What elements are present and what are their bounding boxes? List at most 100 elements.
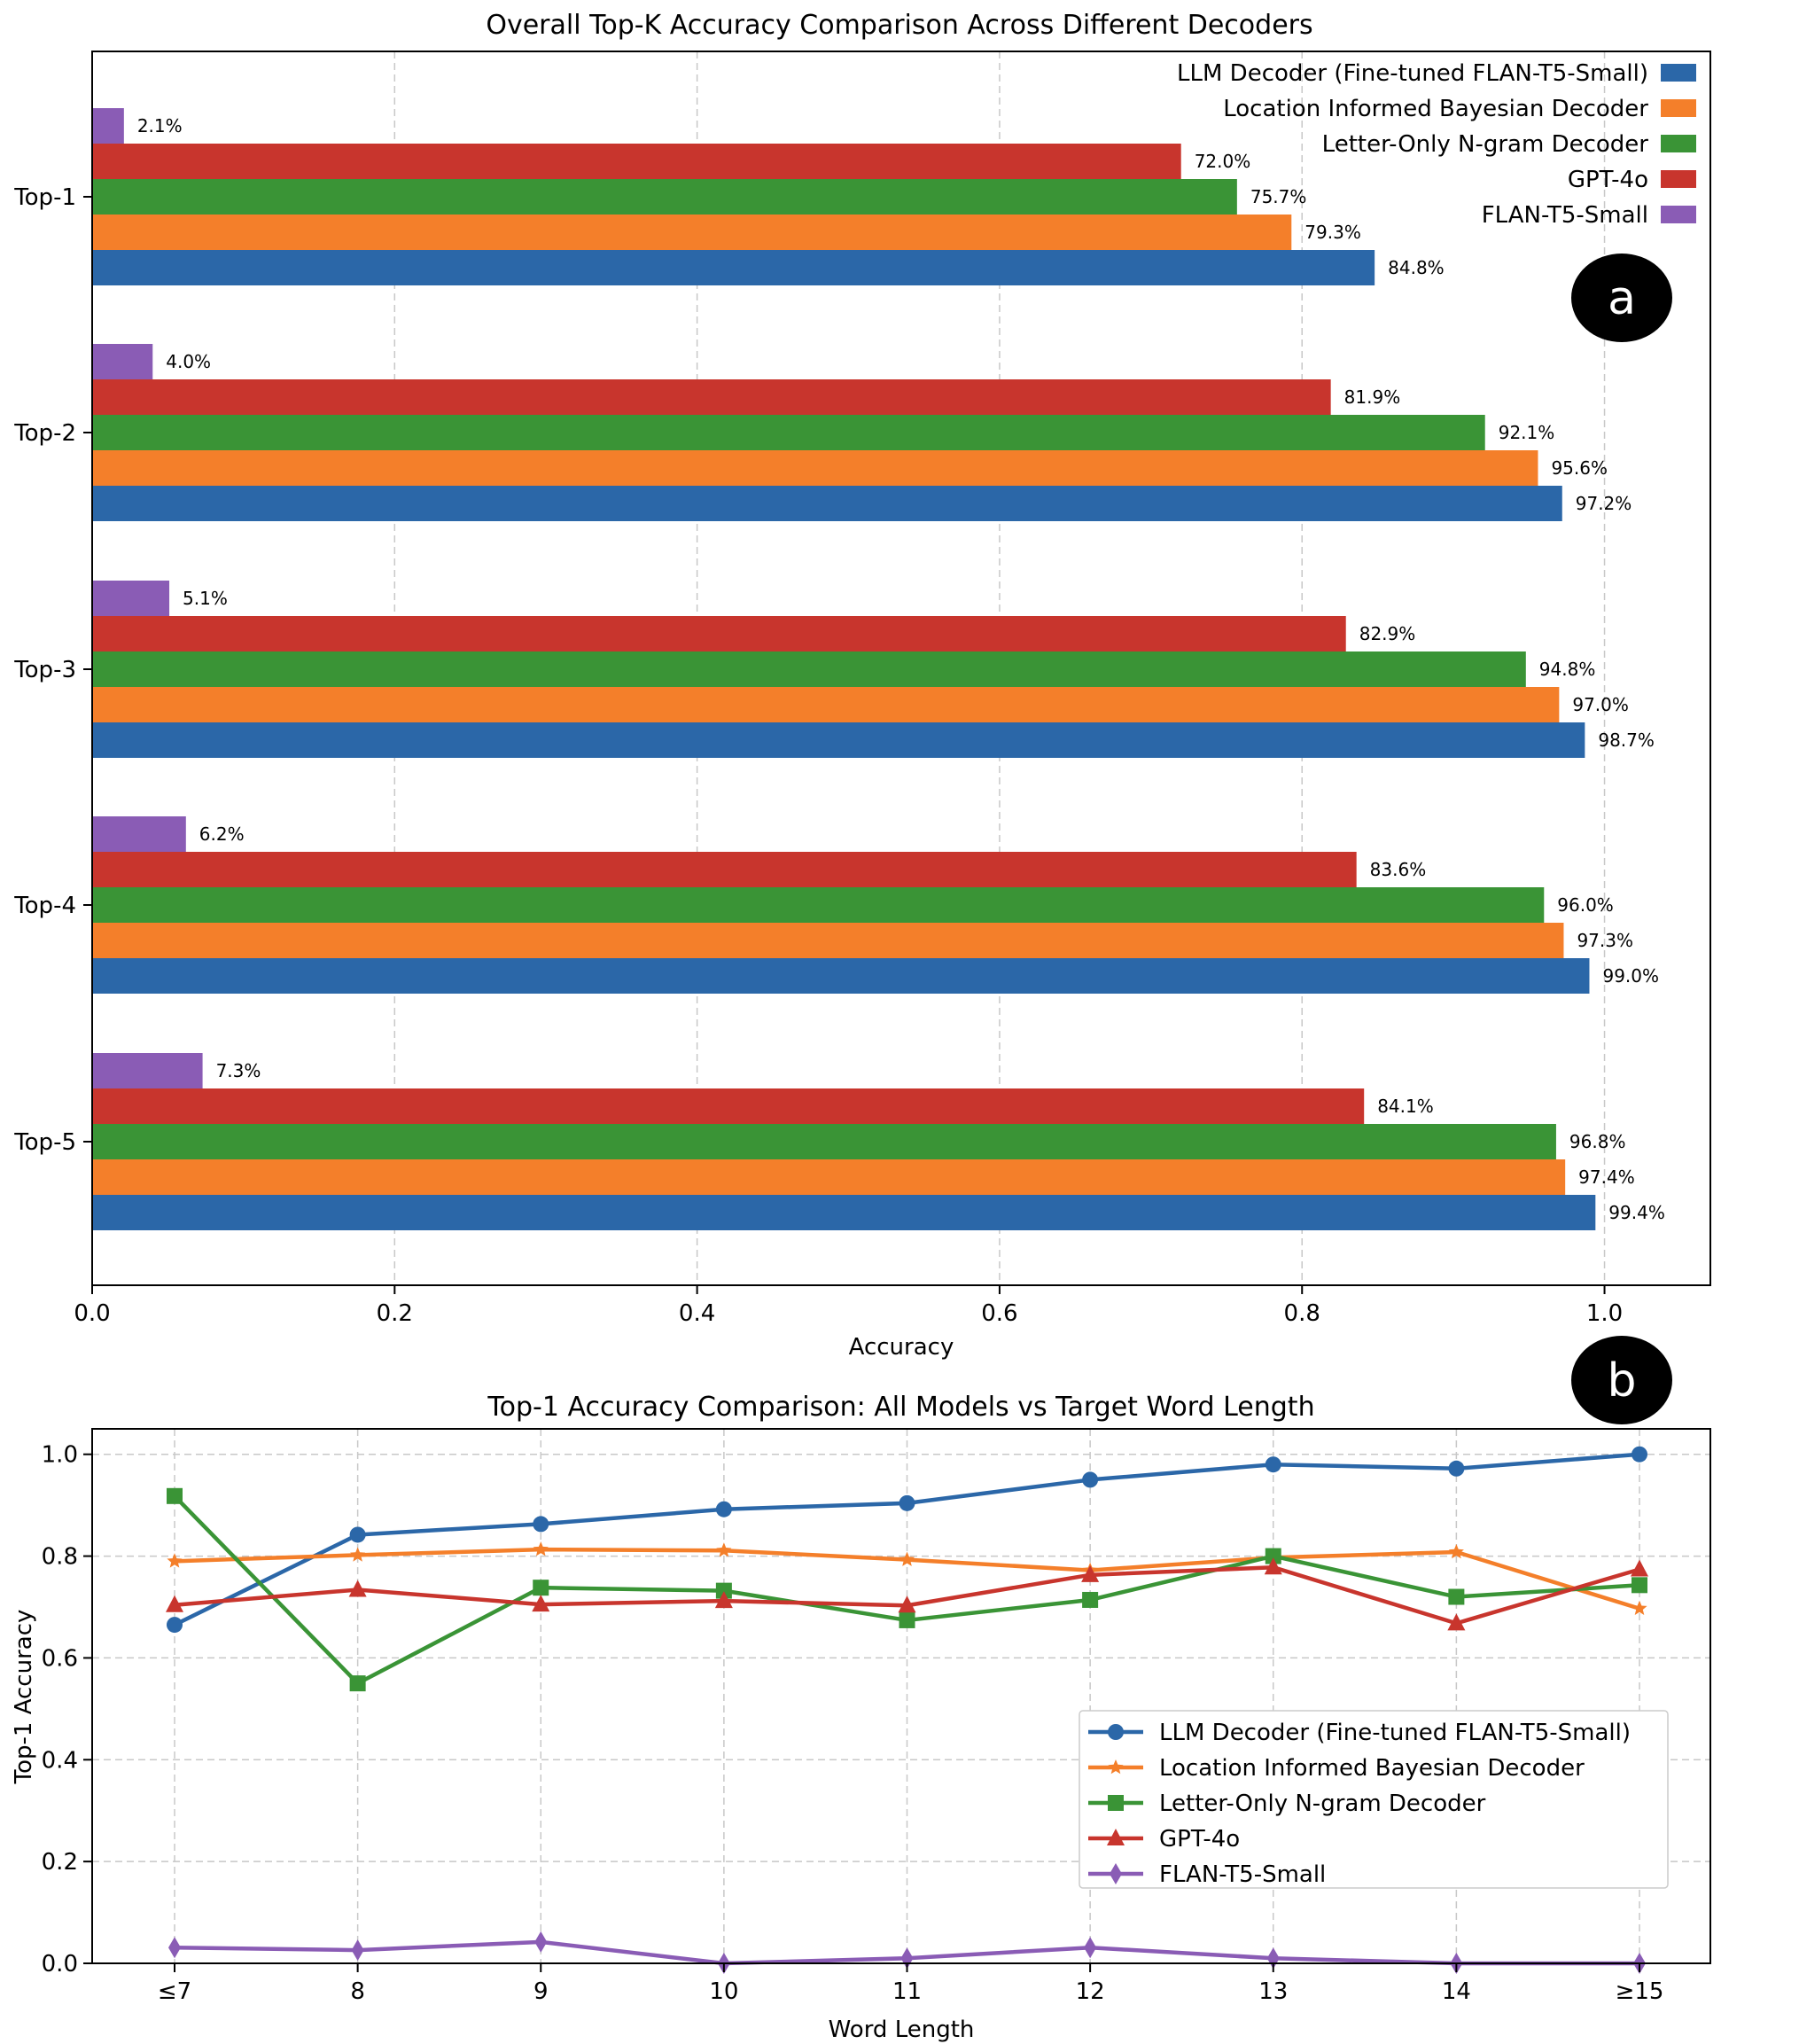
chart-b-x-ticks: ≤7 8 9 10 11 12 13 14 ≥15 bbox=[158, 1963, 1664, 2005]
x-tick-label-10: 10 bbox=[709, 1978, 738, 2005]
chart-a-legend: LLM Decoder (Fine-tuned FLAN-T5-Small) Lo… bbox=[1177, 60, 1696, 229]
chart-b-plot-frame bbox=[91, 1428, 1711, 1964]
chart-a-y-ticks: Top-1 Top-2 Top-3 Top-4 Top-5 bbox=[13, 184, 92, 1156]
x-tick-label-15: ≥15 bbox=[1616, 1978, 1664, 2005]
point-flan-t5-small-9 bbox=[534, 1931, 548, 1953]
chart-b-legend: LLM Decoder (Fine-tuned FLAN-T5-Small) Lo… bbox=[1079, 1710, 1669, 1889]
chart-a-x-axis-label: Accuracy bbox=[849, 1334, 954, 1361]
x-tick-label: 0.0 bbox=[74, 1300, 110, 1327]
point-letter-only-n-gram-decoder-15 bbox=[1632, 1577, 1647, 1594]
legend-a-swatch-flan-t5-small bbox=[1661, 206, 1696, 223]
legend-b-marker-letter-only-n-gram-decoder bbox=[1108, 1795, 1124, 1811]
value-label-llm-decoder-fine-tuned-flan-t5-small-top-3: 98.7% bbox=[1598, 729, 1655, 751]
legend-a-label-flan-t5-small: FLAN-T5-Small bbox=[1482, 202, 1648, 229]
bar-letter-only-n-gram-decoder-top-1 bbox=[92, 179, 1237, 215]
bar-llm-decoder-fine-tuned-flan-t5-small-top-4 bbox=[92, 958, 1590, 994]
legend-a-label-gpt-4o: GPT-4o bbox=[1568, 167, 1648, 193]
bar-gpt-4o-top-4 bbox=[92, 852, 1357, 887]
value-label-letter-only-n-gram-decoder-top-2: 92.1% bbox=[1499, 422, 1555, 443]
value-label-flan-t5-small-top-3: 5.1% bbox=[183, 588, 228, 609]
chart-b-title: Top-1 Accuracy Comparison: All Models vs… bbox=[487, 1392, 1314, 1423]
point-letter-only-n-gram-decoder-9 bbox=[533, 1580, 549, 1596]
bar-llm-decoder-fine-tuned-flan-t5-small-top-1 bbox=[92, 250, 1375, 285]
value-label-llm-decoder-fine-tuned-flan-t5-small-top-1: 84.8% bbox=[1388, 257, 1445, 278]
chart-b-y-ticks: 0.0 0.2 0.4 0.6 0.8 1.0 bbox=[42, 1442, 92, 1978]
x-tick-label-9: 9 bbox=[533, 1978, 549, 2005]
point-location-informed-bayesian-decoder-14 bbox=[1448, 1544, 1464, 1559]
bar-letter-only-n-gram-decoder-top-3 bbox=[92, 651, 1526, 687]
panel-label-b: b bbox=[1571, 1336, 1672, 1424]
value-label-letter-only-n-gram-decoder-top-4: 96.0% bbox=[1557, 894, 1614, 916]
legend-b-label-flan-t5-small: FLAN-T5-Small bbox=[1159, 1861, 1326, 1888]
point-flan-t5-small-7 bbox=[168, 1937, 181, 1959]
bar-flan-t5-small-top-4 bbox=[92, 816, 186, 852]
legend-a-label-location-informed-bayesian-decoder: Location Informed Bayesian Decoder bbox=[1223, 96, 1648, 122]
panel-a: Overall Top-K Accuracy Comparison Across… bbox=[13, 10, 1711, 1361]
value-label-location-informed-bayesian-decoder-top-2: 95.6% bbox=[1551, 457, 1608, 479]
point-letter-only-n-gram-decoder-10 bbox=[715, 1582, 732, 1599]
x-tick-label-7: ≤7 bbox=[158, 1978, 191, 2005]
point-llm-decoder-fine-tuned-flan-t5-small-9 bbox=[533, 1516, 549, 1533]
y-tick-label: 0.2 bbox=[42, 1849, 78, 1876]
point-gpt-4o-11 bbox=[898, 1595, 916, 1613]
panel-b: b Top-1 Accuracy Comparison: All Models … bbox=[11, 1336, 1711, 2043]
y-tick-label-top-1: Top-1 bbox=[13, 184, 76, 211]
bar-gpt-4o-top-1 bbox=[92, 144, 1181, 179]
bar-gpt-4o-top-5 bbox=[92, 1088, 1365, 1124]
value-label-gpt-4o-top-5: 84.1% bbox=[1377, 1096, 1434, 1117]
y-tick-label-top-5: Top-5 bbox=[13, 1129, 76, 1156]
point-gpt-4o-9 bbox=[532, 1595, 550, 1612]
x-tick-label-14: 14 bbox=[1442, 1978, 1471, 2005]
point-gpt-4o-14 bbox=[1447, 1613, 1466, 1631]
y-tick-label-top-2: Top-2 bbox=[13, 420, 76, 447]
y-tick-label: 0.4 bbox=[42, 1747, 78, 1774]
legend-b-label-gpt-4o: GPT-4o bbox=[1159, 1826, 1240, 1853]
point-location-informed-bayesian-decoder-8 bbox=[350, 1547, 366, 1562]
bar-location-informed-bayesian-decoder-top-4 bbox=[92, 923, 1564, 958]
value-label-gpt-4o-top-3: 82.9% bbox=[1359, 623, 1416, 644]
panel-label-a: a bbox=[1571, 254, 1672, 342]
bar-location-informed-bayesian-decoder-top-1 bbox=[92, 215, 1292, 250]
point-gpt-4o-12 bbox=[1081, 1564, 1100, 1582]
value-label-location-informed-bayesian-decoder-top-4: 97.3% bbox=[1577, 930, 1633, 951]
point-flan-t5-small-12 bbox=[1084, 1937, 1097, 1959]
point-location-informed-bayesian-decoder-7 bbox=[167, 1553, 183, 1568]
value-label-location-informed-bayesian-decoder-top-3: 97.0% bbox=[1572, 694, 1629, 715]
y-tick-label-top-4: Top-4 bbox=[13, 893, 76, 919]
legend-a-swatch-letter-only-n-gram-decoder bbox=[1661, 135, 1696, 152]
point-letter-only-n-gram-decoder-7 bbox=[167, 1487, 183, 1504]
x-tick-label: 0.6 bbox=[981, 1300, 1017, 1327]
legend-a-swatch-gpt-4o bbox=[1661, 170, 1696, 188]
chart-a-title: Overall Top-K Accuracy Comparison Across… bbox=[486, 10, 1312, 41]
point-location-informed-bayesian-decoder-10 bbox=[716, 1542, 732, 1557]
bar-llm-decoder-fine-tuned-flan-t5-small-top-2 bbox=[92, 486, 1562, 521]
x-tick-label-12: 12 bbox=[1076, 1978, 1105, 2005]
legend-b-label-location-informed-bayesian-decoder: Location Informed Bayesian Decoder bbox=[1159, 1755, 1585, 1782]
y-tick-label: 0.8 bbox=[42, 1544, 78, 1571]
x-tick-label: 0.4 bbox=[679, 1300, 715, 1327]
x-tick-label-8: 8 bbox=[350, 1978, 365, 2005]
bar-letter-only-n-gram-decoder-top-5 bbox=[92, 1124, 1556, 1159]
bar-flan-t5-small-top-1 bbox=[92, 108, 124, 144]
chart-b-x-axis-label: Word Length bbox=[829, 2017, 975, 2043]
legend-b-marker-flan-t5-small bbox=[1110, 1863, 1122, 1884]
point-llm-decoder-fine-tuned-flan-t5-small-10 bbox=[715, 1501, 732, 1517]
bar-flan-t5-small-top-3 bbox=[92, 581, 170, 616]
point-letter-only-n-gram-decoder-8 bbox=[349, 1675, 366, 1692]
y-tick-label: 0.0 bbox=[42, 1951, 78, 1978]
value-label-gpt-4o-top-4: 83.6% bbox=[1370, 859, 1427, 880]
value-label-flan-t5-small-top-5: 7.3% bbox=[216, 1060, 261, 1081]
bar-letter-only-n-gram-decoder-top-2 bbox=[92, 415, 1485, 450]
bar-location-informed-bayesian-decoder-top-3 bbox=[92, 687, 1560, 722]
x-tick-label: 0.8 bbox=[1284, 1300, 1320, 1327]
value-label-location-informed-bayesian-decoder-top-5: 97.4% bbox=[1578, 1166, 1635, 1188]
bar-location-informed-bayesian-decoder-top-5 bbox=[92, 1159, 1566, 1195]
value-label-llm-decoder-fine-tuned-flan-t5-small-top-2: 97.2% bbox=[1576, 493, 1632, 514]
point-flan-t5-small-8 bbox=[351, 1939, 364, 1962]
y-tick-label: 0.6 bbox=[42, 1645, 78, 1672]
x-tick-label: 1.0 bbox=[1586, 1300, 1623, 1327]
point-gpt-4o-8 bbox=[348, 1580, 367, 1597]
value-label-gpt-4o-top-1: 72.0% bbox=[1195, 151, 1251, 172]
legend-b-marker-gpt-4o bbox=[1107, 1829, 1125, 1845]
